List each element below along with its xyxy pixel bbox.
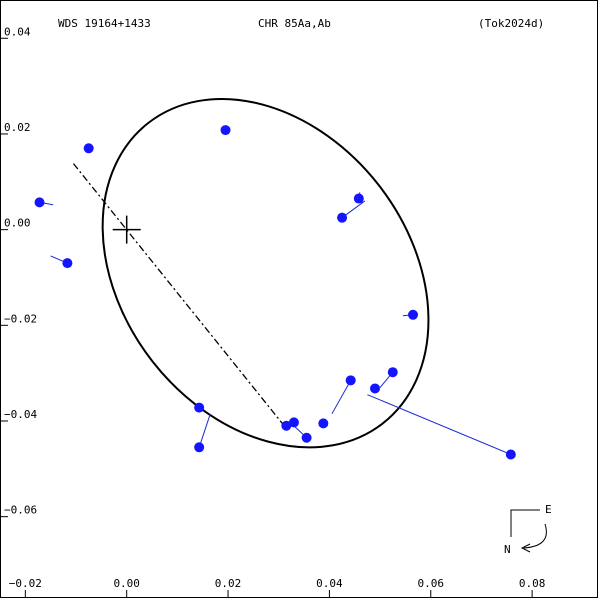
residual-line [331, 380, 352, 415]
rotation-arrow-icon [523, 523, 547, 549]
line-of-nodes [72, 163, 285, 426]
system-name: CHR 85Aa,Ab [258, 17, 331, 30]
wds-identifier: WDS 19164+1433 [58, 17, 151, 30]
north-label: N [504, 543, 511, 556]
residual-line [367, 394, 512, 455]
data-point [370, 383, 381, 394]
data-point [505, 449, 516, 460]
data-point [83, 143, 94, 154]
y-axis-ticks: 0.04 0.02 0.00 −0.02 −0.04 −0.06 [1, 25, 37, 518]
x-tick-label: 0.02 [215, 577, 242, 590]
data-point [62, 258, 73, 269]
orbit-ellipse [101, 97, 430, 449]
data-point [220, 125, 231, 136]
data-point [301, 432, 312, 443]
y-tick-label: 0.02 [4, 121, 31, 134]
data-point [337, 212, 348, 223]
primary-star-marker [112, 215, 141, 244]
x-tick-label: 0.08 [519, 577, 546, 590]
residual-line [198, 413, 211, 448]
data-point [34, 197, 45, 208]
y-tick-label: −0.02 [4, 312, 37, 325]
orientation-axes [510, 509, 540, 537]
plot-header: WDS 19164+1433 CHR 85Aa,Ab (Tok2024d) [58, 17, 544, 30]
x-tick-label: 0.04 [316, 577, 343, 590]
arrowhead-icon [520, 543, 531, 553]
data-point [353, 193, 364, 204]
data-point [318, 418, 329, 429]
x-tick-label: 0.06 [418, 577, 445, 590]
data-point [281, 420, 292, 431]
data-point [408, 309, 419, 320]
y-tick-label: −0.04 [4, 408, 37, 421]
data-point [194, 402, 205, 413]
data-point [194, 442, 205, 453]
data-point [288, 417, 299, 428]
y-tick-label: 0.04 [4, 25, 31, 38]
orientation-indicator: E N [504, 503, 552, 556]
residual-lines [39, 129, 512, 455]
observation-points [34, 125, 516, 460]
reference-code: (Tok2024d) [478, 17, 544, 30]
data-point [345, 375, 356, 386]
x-tick-label: 0.00 [113, 577, 140, 590]
east-label: E [545, 503, 552, 516]
y-tick-label: 0.00 [4, 217, 31, 230]
data-point [387, 367, 398, 378]
x-axis-ticks: −0.02 0.00 0.02 0.04 0.06 0.08 [9, 577, 546, 597]
y-tick-label: −0.06 [4, 504, 37, 517]
x-tick-label: −0.02 [9, 577, 42, 590]
